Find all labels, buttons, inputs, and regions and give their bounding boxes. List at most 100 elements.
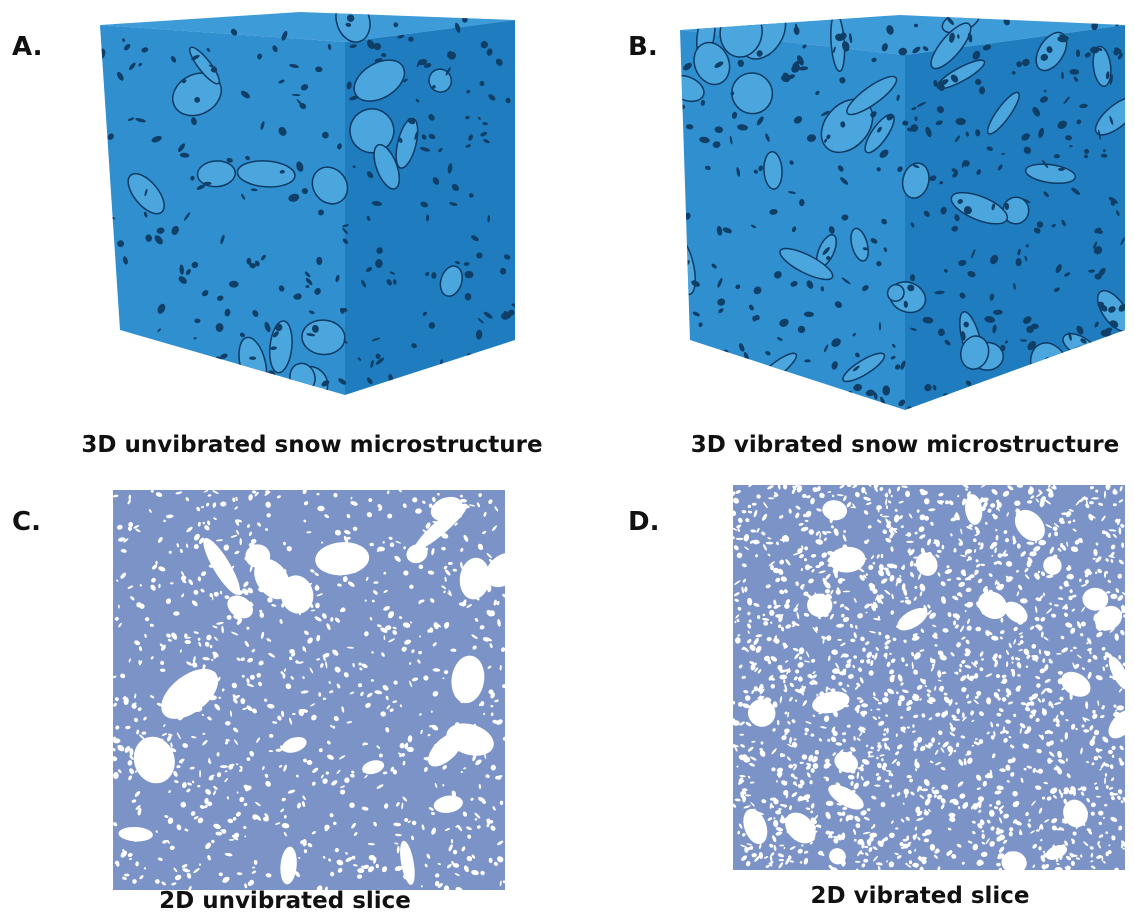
pore	[679, 300, 689, 310]
pore	[1055, 867, 1063, 872]
panel-label: B.	[628, 32, 658, 62]
pore	[974, 395, 983, 404]
pore	[1026, 399, 1031, 404]
panel-caption: 2D vibrated slice	[810, 883, 1029, 909]
pore	[760, 380, 765, 388]
pore	[805, 732, 808, 735]
pore	[115, 370, 118, 375]
pore	[1086, 345, 1092, 349]
pore	[497, 374, 508, 385]
pore	[877, 595, 881, 603]
pore	[735, 369, 742, 378]
pore	[116, 354, 121, 360]
pore	[1047, 392, 1050, 396]
pore	[722, 400, 727, 405]
cube-a	[97, 0, 517, 410]
pore	[680, 335, 691, 346]
pore	[330, 872, 334, 877]
pore	[183, 700, 185, 707]
pore	[229, 281, 239, 288]
pore	[942, 545, 945, 550]
pore	[1005, 203, 1009, 210]
pore	[1041, 359, 1090, 399]
pore	[837, 639, 842, 641]
pore	[1107, 339, 1116, 348]
pore	[102, 376, 109, 383]
panel-label: C.	[12, 507, 41, 537]
pore	[913, 835, 916, 839]
pore	[132, 356, 138, 365]
pore	[864, 846, 868, 848]
slice-d	[729, 482, 1134, 877]
pore	[486, 383, 491, 388]
pore	[106, 378, 115, 388]
panel-caption: 3D vibrated snow microstructure	[691, 432, 1119, 458]
pore	[112, 386, 124, 397]
pore	[995, 386, 1002, 394]
pore	[709, 352, 717, 359]
pore	[1065, 370, 1074, 379]
pore	[760, 393, 768, 400]
pore	[683, 388, 691, 399]
pore	[220, 765, 228, 768]
pore	[676, 196, 684, 204]
pore	[739, 734, 744, 736]
pore	[199, 770, 201, 778]
panel-label: A.	[12, 32, 42, 62]
pore	[498, 349, 505, 354]
pore	[727, 358, 733, 364]
pore	[910, 274, 915, 281]
pore	[507, 350, 514, 360]
pore	[694, 358, 700, 363]
pore	[828, 388, 835, 395]
pore	[902, 121, 908, 126]
pore	[498, 375, 506, 381]
pore	[812, 398, 822, 407]
pore	[104, 235, 112, 245]
pore	[99, 210, 103, 215]
pore	[184, 382, 190, 387]
pore	[999, 381, 1007, 390]
pore	[882, 516, 889, 518]
pore	[214, 377, 223, 389]
pore	[112, 361, 116, 365]
pore	[789, 391, 800, 402]
pore	[898, 700, 902, 706]
pore	[725, 397, 730, 403]
pore	[1102, 856, 1104, 862]
pore	[763, 400, 773, 412]
pore	[166, 352, 175, 361]
pore	[226, 364, 235, 376]
pore	[757, 615, 760, 619]
pore	[249, 357, 256, 360]
pore	[1102, 374, 1109, 381]
panel-caption: 3D unvibrated snow microstructure	[81, 432, 542, 458]
pore	[1099, 339, 1107, 345]
pore	[704, 20, 712, 28]
panel-label: D.	[628, 507, 659, 537]
pore	[882, 385, 890, 395]
pore	[694, 403, 699, 408]
slice-c	[111, 488, 529, 893]
pore	[1075, 805, 1078, 808]
pore	[225, 721, 231, 725]
figure: A. B. C. D. 3D unvibrated snow microstru…	[0, 0, 1134, 914]
pore	[731, 362, 736, 369]
pore	[1113, 342, 1121, 350]
pore	[985, 399, 994, 408]
pore	[679, 24, 685, 30]
pore	[695, 387, 703, 393]
page: {"panels": [ {"label": "A.", "caption": …	[0, 0, 1134, 914]
pore	[99, 192, 102, 199]
pore	[1013, 384, 1022, 393]
pore	[1112, 755, 1114, 758]
pore	[736, 538, 744, 540]
pore	[1037, 400, 1046, 409]
cube-b	[665, 0, 1134, 412]
pore	[718, 387, 728, 399]
pore	[1081, 805, 1085, 812]
pore	[1053, 555, 1057, 558]
pore	[306, 285, 310, 288]
panel-caption: 2D unvibrated slice	[159, 888, 411, 914]
pore	[906, 541, 914, 543]
